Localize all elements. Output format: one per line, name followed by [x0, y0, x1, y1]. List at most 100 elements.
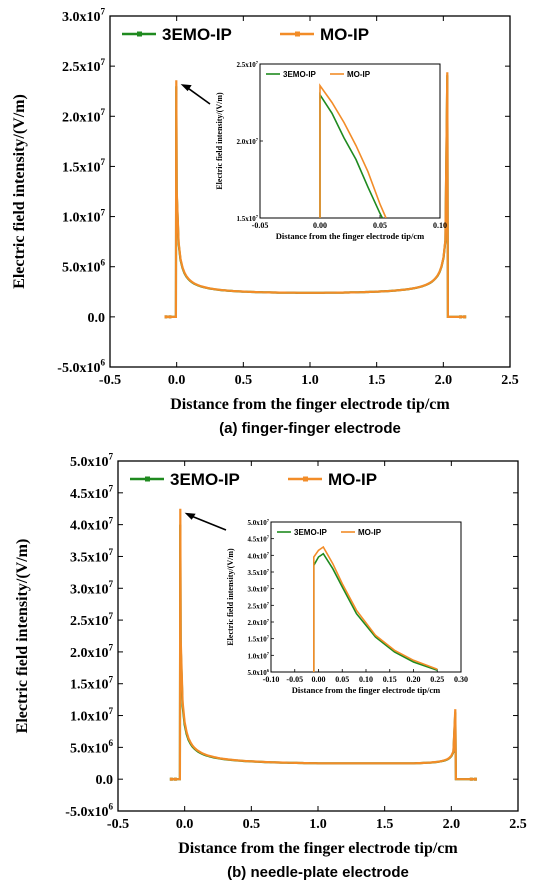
legend-label: MO-IP [328, 470, 377, 489]
inset-x-tick-label: 0.00 [313, 221, 327, 230]
series-marker [173, 777, 177, 781]
tick-exponent: 7 [267, 535, 270, 540]
y-tick-label: 4.0x107 [70, 515, 114, 533]
y-tick-label: 5.0x106 [70, 738, 114, 756]
inset-x-tick-label: 0.15 [383, 675, 397, 684]
tick-exponent: 7 [108, 611, 113, 621]
legend-marker [137, 31, 142, 37]
series-marker [459, 315, 463, 319]
inset-legend-label: MO-IP [347, 70, 371, 79]
tick-mantissa: 1.5x10 [247, 636, 267, 644]
inset-x-tick-label: -0.05 [286, 675, 303, 684]
x-tick-label: 2.0 [443, 817, 461, 832]
x-tick-label: 0.0 [176, 817, 194, 832]
inset-x-tick-label: 0.10 [433, 221, 447, 230]
x-axis-title: Distance from the finger electrode tip/c… [170, 396, 450, 413]
tick-mantissa: 5.0x10 [247, 519, 267, 527]
tick-mantissa: 4.5x10 [247, 536, 267, 544]
y-tick-label: -5.0x106 [57, 358, 105, 376]
tick-mantissa: 2.0x10 [70, 646, 109, 661]
inset-x-tick-label: 0.30 [454, 675, 468, 684]
y-tick-label: 5.0x107 [70, 452, 114, 470]
y-tick-label: 2.0x107 [70, 643, 114, 661]
tick-exponent: 7 [267, 618, 270, 623]
legend-label: 3EMO-IP [170, 470, 240, 489]
tick-mantissa: 5.0x10 [70, 741, 109, 756]
tick-mantissa: 1.5x10 [62, 160, 101, 175]
inset-frame [259, 63, 441, 219]
y-tick-label: 2.5x107 [70, 611, 114, 629]
x-axis-title: Distance from the finger electrode tip/c… [178, 840, 458, 857]
tick-exponent: 7 [100, 57, 105, 67]
inset-x-axis-title: Distance from the finger electrode tip/c… [292, 685, 440, 695]
tick-exponent: 7 [267, 635, 270, 640]
figure-caption: (b) needle-plate electrode [227, 864, 409, 881]
tick-exponent: 7 [267, 518, 270, 523]
x-tick-label: 1.5 [368, 373, 386, 388]
tick-exponent: 7 [267, 568, 270, 573]
tick-mantissa: 5.0x10 [247, 669, 267, 677]
x-tick-label: 0.5 [235, 373, 253, 388]
tick-exponent: 7 [100, 157, 105, 167]
tick-mantissa: 3.0x10 [70, 582, 109, 597]
inset-y-tick-label: 2.5x107 [236, 60, 258, 69]
series-marker [168, 315, 172, 319]
tick-exponent: 7 [108, 579, 113, 589]
inset-y-tick-label: 4.0x107 [247, 551, 269, 560]
inset-y-tick-label: 4.5x107 [247, 535, 269, 544]
y-tick-label: 1.5x107 [62, 157, 106, 175]
tick-mantissa: 3.5x10 [247, 569, 267, 577]
tick-mantissa: 0.0 [96, 773, 114, 788]
tick-exponent: 7 [267, 651, 270, 656]
tick-exponent: 7 [100, 207, 105, 217]
tick-mantissa: 3.0x10 [62, 10, 101, 25]
x-tick-label: 2.5 [501, 373, 519, 388]
inset-legend-label: 3EMO-IP [283, 70, 317, 79]
y-axis-title: Electric field intensity/(V/m) [11, 94, 28, 289]
tick-exponent: 6 [100, 358, 105, 368]
y-tick-label: 4.5x107 [70, 484, 114, 502]
x-tick-label: 2.5 [509, 817, 527, 832]
inset-y-tick-label: 2.0x107 [247, 618, 269, 627]
x-tick-label: 1.0 [301, 373, 319, 388]
tick-mantissa: 2.0x10 [247, 619, 267, 627]
inset-y-tick-label: 3.0x107 [247, 585, 269, 594]
tick-exponent: 7 [100, 7, 105, 17]
tick-exponent: 7 [256, 214, 259, 219]
inset-y-tick-label: 1.5x107 [236, 214, 258, 223]
tick-exponent: 6 [108, 802, 113, 812]
x-tick-label: 1.0 [309, 817, 327, 832]
tick-mantissa: 2.5x10 [70, 614, 109, 629]
y-tick-label: 3.0x107 [62, 7, 106, 25]
series-marker [169, 777, 173, 781]
inset-series-line-3EMO-IP [319, 92, 384, 218]
x-tick-label: 0.0 [168, 373, 186, 388]
tick-exponent: 6 [100, 257, 105, 267]
tick-mantissa: 4.0x10 [70, 519, 109, 534]
legend-marker [145, 476, 150, 482]
y-axis-title: Electric field intensity/(V/m) [14, 539, 31, 734]
inset-series-line-MO-IP [313, 545, 438, 672]
tick-mantissa: 3.5x10 [70, 550, 109, 565]
inset-x-tick-label: 0.05 [373, 221, 387, 230]
tick-mantissa: 3.0x10 [247, 586, 267, 594]
inset-x-tick-label: 0.25 [430, 675, 444, 684]
legend-marker [295, 31, 300, 37]
inset-y-axis-title: Electric field intensity/(V/m) [226, 548, 235, 646]
tick-exponent: 7 [108, 547, 113, 557]
tick-exponent: 7 [267, 601, 270, 606]
y-tick-label: 0.0 [88, 311, 106, 326]
figure-caption: (a) finger-finger electrode [219, 420, 401, 437]
inset-y-tick-label: 2.0x107 [236, 137, 258, 146]
inset-x-tick-label: 0.05 [335, 675, 349, 684]
x-tick-label: 1.5 [376, 817, 394, 832]
legend-marker [303, 476, 308, 482]
tick-mantissa: 2.0x10 [236, 138, 256, 146]
tick-mantissa: 4.5x10 [70, 487, 109, 502]
tick-exponent: 7 [108, 452, 113, 462]
inset-y-axis-title: Electric field intensity/(V/m) [215, 92, 224, 190]
inset-y-tick-label: 1.0x107 [247, 651, 269, 660]
inset-y-tick-label: 5.0x106 [247, 668, 269, 677]
x-tick-label: -0.5 [107, 817, 129, 832]
y-tick-label: 2.5x107 [62, 57, 106, 75]
